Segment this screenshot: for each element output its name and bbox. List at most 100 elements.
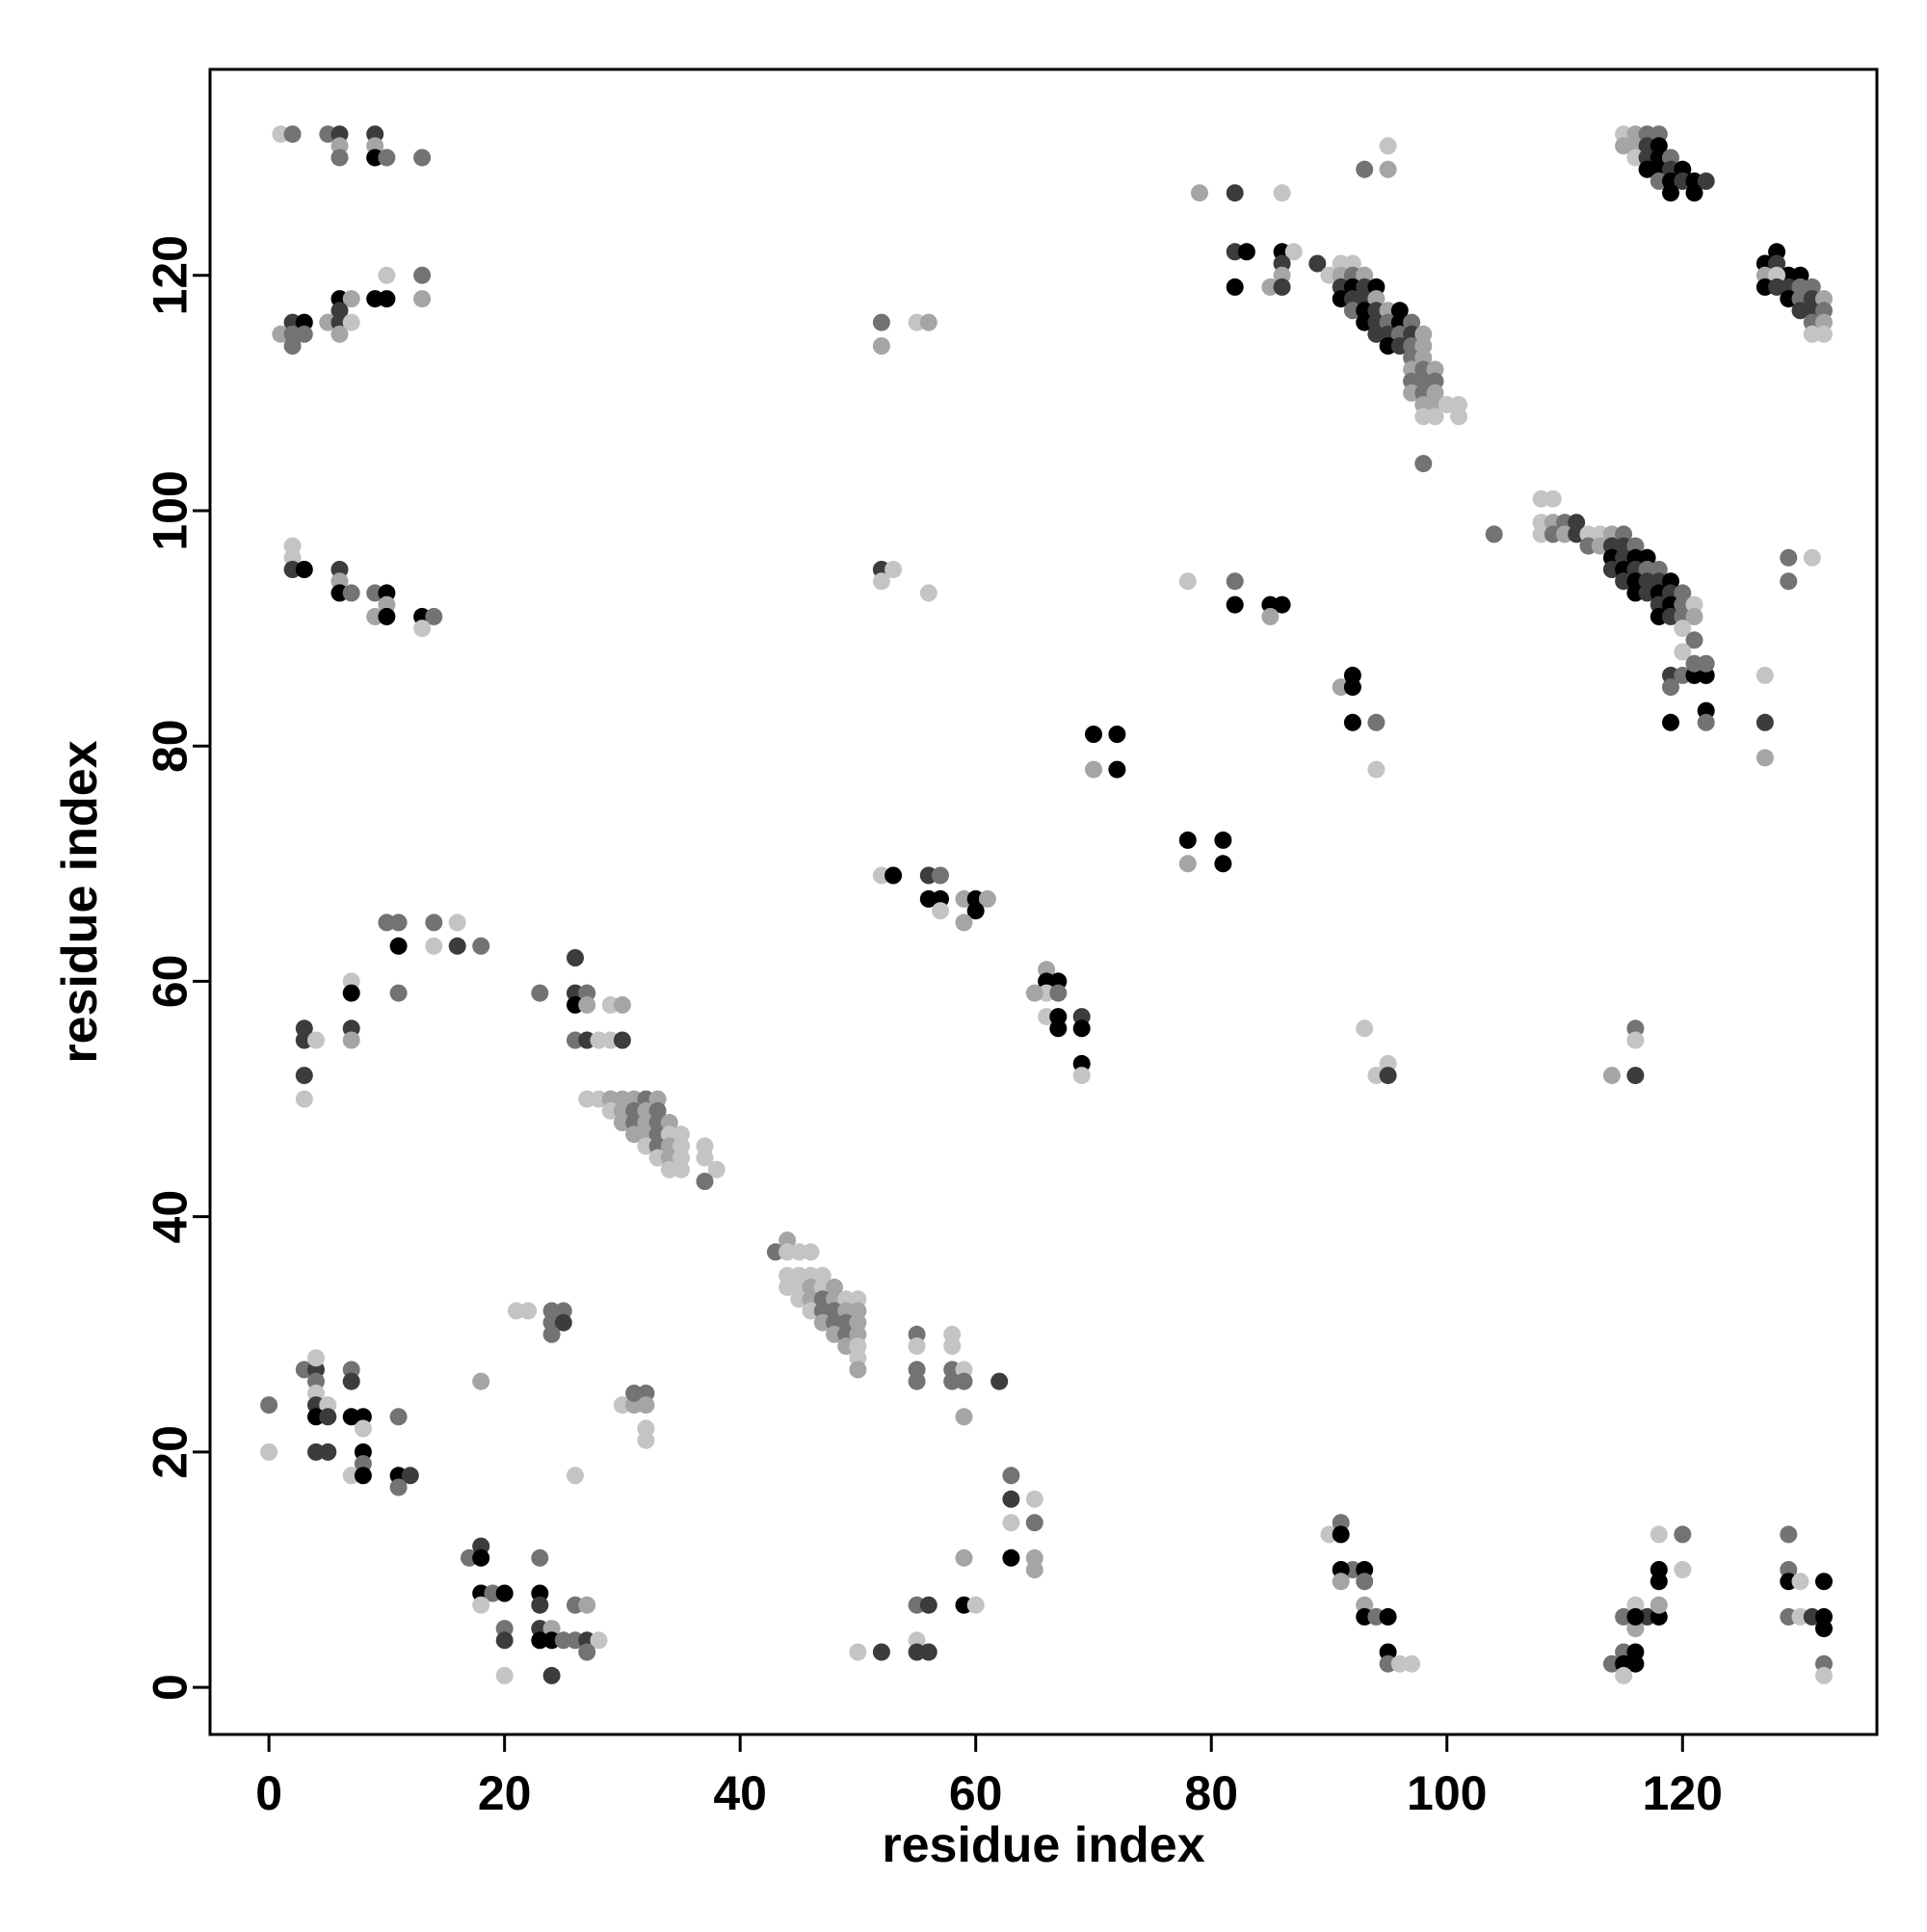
data-point	[955, 1372, 973, 1390]
points-layer	[260, 125, 1833, 1684]
data-point	[389, 1408, 408, 1426]
data-point	[1450, 408, 1467, 426]
data-point	[932, 866, 949, 885]
data-point	[319, 1442, 337, 1461]
data-point	[955, 1548, 973, 1567]
data-point	[531, 984, 549, 1002]
data-point	[613, 995, 631, 1014]
data-point	[1226, 184, 1244, 202]
data-point	[567, 949, 584, 966]
data-point	[637, 1431, 655, 1449]
data-point	[1049, 984, 1068, 1002]
data-point	[1815, 1666, 1833, 1684]
data-point	[1308, 254, 1327, 273]
data-point	[413, 290, 432, 308]
data-point	[802, 1302, 820, 1320]
data-point	[849, 1361, 867, 1379]
data-point	[1685, 607, 1703, 625]
data-point	[378, 595, 396, 614]
data-point	[1343, 302, 1361, 320]
data-point	[1791, 302, 1809, 320]
data-point	[330, 148, 349, 167]
data-point	[1650, 1596, 1668, 1614]
data-point	[1815, 1620, 1833, 1638]
data-point	[295, 325, 313, 343]
data-point	[826, 1278, 843, 1296]
data-point	[1273, 278, 1291, 296]
data-point	[919, 584, 937, 602]
data-point	[531, 1596, 549, 1614]
data-point	[696, 1173, 714, 1190]
data-point	[872, 1643, 890, 1661]
data-point	[943, 1372, 962, 1390]
data-point	[1662, 678, 1679, 697]
data-point	[531, 1631, 549, 1650]
data-point	[295, 1090, 313, 1108]
data-point	[484, 1584, 502, 1602]
data-point	[1403, 1654, 1421, 1673]
data-point	[1544, 490, 1562, 508]
data-point	[448, 937, 466, 955]
data-point	[425, 913, 443, 932]
data-point	[919, 1596, 937, 1614]
data-point	[1367, 713, 1386, 731]
data-point	[378, 266, 396, 284]
data-point	[1602, 1067, 1621, 1085]
data-point	[707, 1160, 726, 1178]
data-point	[625, 1125, 644, 1144]
data-point	[425, 937, 443, 955]
data-point	[1815, 325, 1833, 343]
data-point	[590, 1631, 608, 1650]
data-point	[1650, 1561, 1668, 1578]
data-point	[295, 1067, 313, 1085]
data-point	[342, 290, 360, 308]
data-point	[472, 1548, 490, 1567]
data-point	[378, 607, 396, 625]
data-point	[413, 148, 432, 167]
data-point	[519, 1302, 538, 1320]
data-point	[1390, 302, 1409, 320]
data-point	[1815, 302, 1833, 320]
data-point	[283, 337, 302, 355]
data-point	[1662, 184, 1679, 202]
x-tick-label: 60	[949, 1766, 1003, 1820]
data-point	[1390, 1654, 1409, 1673]
x-tick-label: 20	[478, 1766, 532, 1820]
data-point	[342, 1372, 360, 1390]
data-point	[884, 866, 903, 885]
data-point	[1755, 666, 1774, 684]
data-point	[1755, 749, 1774, 767]
data-point	[1791, 1607, 1809, 1626]
x-tick-label: 0	[255, 1766, 282, 1820]
data-point	[425, 607, 443, 625]
data-point	[342, 1031, 360, 1049]
data-point	[472, 937, 490, 955]
x-tick-label: 80	[1184, 1766, 1238, 1820]
data-point	[955, 913, 973, 932]
data-point	[1178, 831, 1197, 849]
data-point	[1049, 1019, 1068, 1038]
data-point	[578, 1643, 596, 1661]
data-point	[472, 1596, 490, 1614]
data-point	[1674, 620, 1692, 638]
data-point	[1226, 278, 1244, 296]
y-tick-label: 80	[144, 719, 198, 773]
data-point	[1025, 984, 1043, 1002]
data-point	[1697, 654, 1715, 673]
data-point	[1002, 1548, 1020, 1567]
data-point	[1674, 643, 1692, 661]
y-tick-label: 100	[144, 470, 198, 550]
data-point	[1332, 1525, 1350, 1544]
data-point	[578, 995, 596, 1014]
data-point	[1002, 1490, 1020, 1508]
data-point	[1755, 713, 1774, 731]
data-point	[1191, 184, 1208, 202]
data-point	[1450, 396, 1467, 413]
y-axis: 0 20 40 60 80 100 120	[144, 235, 210, 1701]
data-point	[802, 1278, 820, 1296]
data-point	[1273, 595, 1291, 614]
data-point	[1697, 713, 1715, 731]
